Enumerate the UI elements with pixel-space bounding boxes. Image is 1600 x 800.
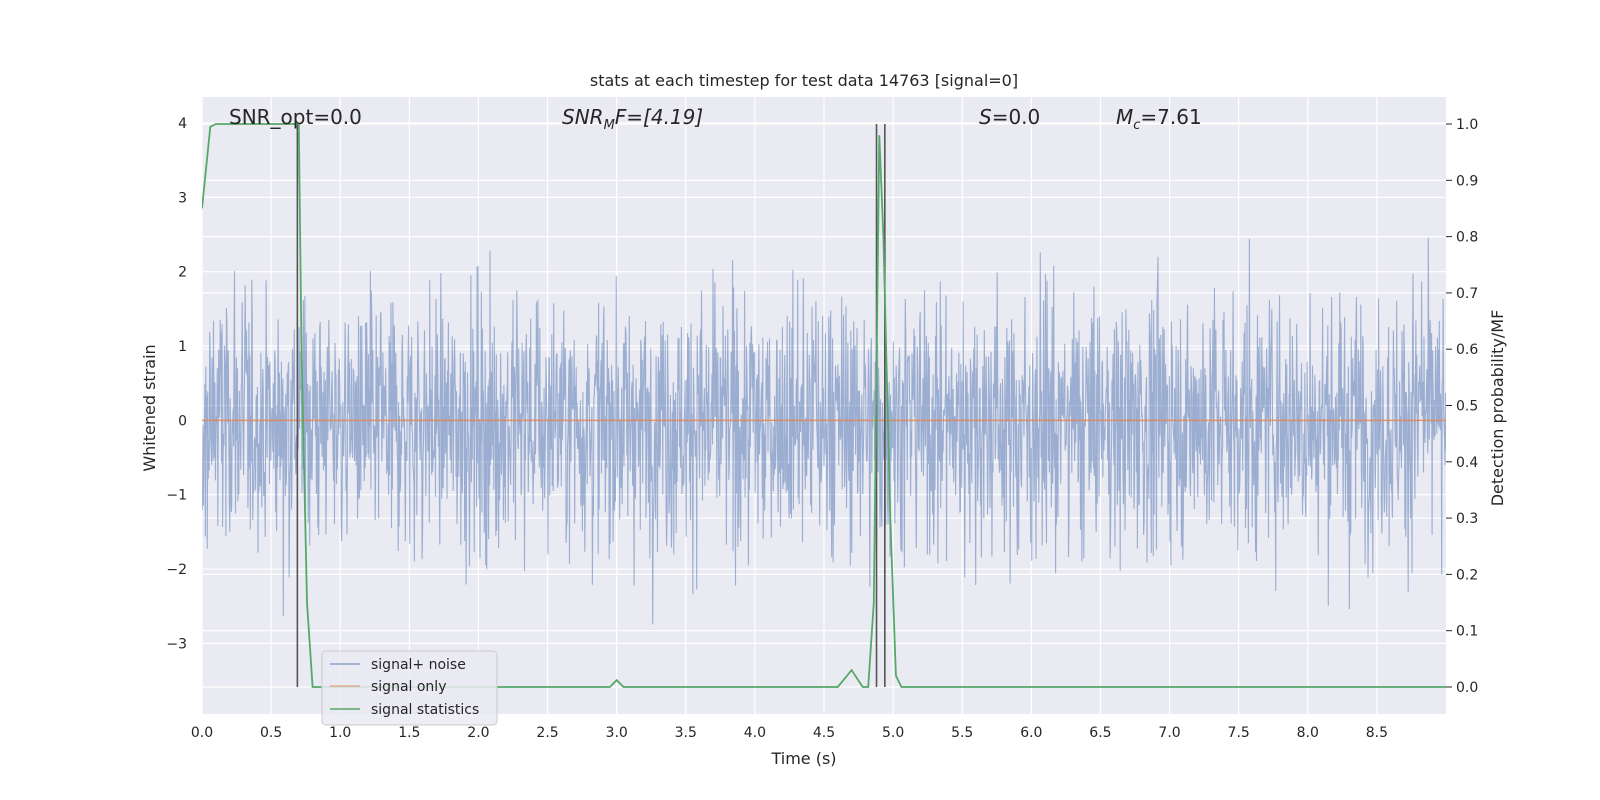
x-tick-label: 8.0 bbox=[1297, 725, 1319, 741]
x-axis-label: Time (s) bbox=[770, 749, 836, 768]
left-y-tick-label: −1 bbox=[166, 488, 187, 504]
right-y-tick-label: 0.6 bbox=[1456, 342, 1478, 358]
x-tick-label: 5.5 bbox=[951, 725, 973, 741]
left-y-tick-label: 1 bbox=[178, 339, 187, 355]
right-y-tick-label: 0.2 bbox=[1456, 567, 1478, 583]
x-tick-label: 4.0 bbox=[744, 725, 766, 741]
x-tick-label: 7.0 bbox=[1158, 725, 1180, 741]
x-tick-label: 0.0 bbox=[191, 725, 213, 741]
left-y-axis-ticks: −3 −2 −1 0 1 2 3 4 bbox=[166, 116, 187, 652]
right-y-tick-label: 0.3 bbox=[1456, 511, 1478, 527]
left-y-tick-label: 0 bbox=[178, 413, 187, 429]
annotation-s: S=0.0 bbox=[979, 105, 1040, 129]
x-axis-ticks: 0.0 0.5 1.0 1.5 2.0 2.5 3.0 3.5 4.0 4.5 5.0 5.5 6.0 6… bbox=[191, 725, 1388, 741]
chart-title: stats at each timestep for test data 147… bbox=[590, 71, 1018, 90]
legend-label-noise: signal+ noise bbox=[371, 657, 466, 673]
left-y-tick-label: 3 bbox=[178, 190, 187, 206]
x-tick-label: 6.5 bbox=[1089, 725, 1111, 741]
x-tick-label: 0.5 bbox=[260, 725, 282, 741]
x-tick-label: 4.5 bbox=[813, 725, 835, 741]
x-tick-label: 7.5 bbox=[1228, 725, 1250, 741]
s-value: =0.0 bbox=[992, 105, 1041, 129]
left-y-tick-label: −3 bbox=[166, 636, 187, 652]
x-tick-label: 3.5 bbox=[675, 725, 697, 741]
x-tick-label: 2.5 bbox=[536, 725, 558, 741]
right-y-tick-label: 0.9 bbox=[1456, 173, 1478, 189]
mc-base: M bbox=[1116, 105, 1133, 129]
left-y-tick-label: −2 bbox=[166, 562, 187, 578]
legend-box bbox=[321, 650, 498, 726]
overlay-lines bbox=[202, 123, 1446, 688]
snr-mf-base: SNR bbox=[562, 105, 604, 129]
left-y-axis-label: Whitened strain bbox=[140, 344, 159, 471]
legend: signal+ noise signal only signal statist… bbox=[321, 650, 498, 726]
x-tick-label: 1.0 bbox=[329, 725, 351, 741]
right-y-axis-ticks: 0.0 0.1 0.2 0.3 0.4 0.5 0.6 0.7 0.8 0.9 1.0 bbox=[1446, 117, 1478, 696]
right-y-tick-label: 0.8 bbox=[1456, 230, 1478, 246]
right-y-tick-label: 0.4 bbox=[1456, 455, 1478, 471]
right-y-tick-label: 0.1 bbox=[1456, 624, 1478, 640]
right-y-tick-label: 1.0 bbox=[1456, 117, 1478, 133]
x-tick-label: 2.0 bbox=[467, 725, 489, 741]
left-y-tick-label: 2 bbox=[178, 265, 187, 281]
right-y-tick-label: 0.0 bbox=[1456, 680, 1478, 696]
annotation-snr-opt: SNR_opt=0.0 bbox=[229, 105, 362, 129]
snr-mf-sub: M bbox=[604, 118, 615, 133]
mc-sub: c bbox=[1133, 118, 1140, 133]
x-tick-label: 5.0 bbox=[882, 725, 904, 741]
right-y-tick-label: 0.7 bbox=[1456, 286, 1478, 302]
series-signal-noise bbox=[202, 237, 1446, 625]
x-tick-label: 3.0 bbox=[606, 725, 628, 741]
mc-value: =7.61 bbox=[1140, 105, 1201, 129]
series-signal-statistics bbox=[202, 123, 1446, 688]
x-tick-label: 1.5 bbox=[398, 725, 420, 741]
legend-label-signal: signal only bbox=[371, 679, 446, 695]
annotation-snr-mf: SNRMF=[4.19] bbox=[562, 105, 703, 133]
snr-mf-rest: F=[4.19] bbox=[615, 105, 703, 129]
annotation-mc: Mc=7.61 bbox=[1116, 105, 1202, 133]
right-y-tick-label: 0.5 bbox=[1456, 399, 1478, 415]
s-label: S bbox=[979, 105, 992, 129]
x-tick-label: 8.5 bbox=[1366, 725, 1388, 741]
x-tick-label: 6.0 bbox=[1020, 725, 1042, 741]
legend-label-stats: signal statistics bbox=[371, 702, 479, 718]
right-y-axis-label: Detection probability/MF bbox=[1488, 310, 1507, 507]
left-y-tick-label: 4 bbox=[178, 116, 187, 132]
